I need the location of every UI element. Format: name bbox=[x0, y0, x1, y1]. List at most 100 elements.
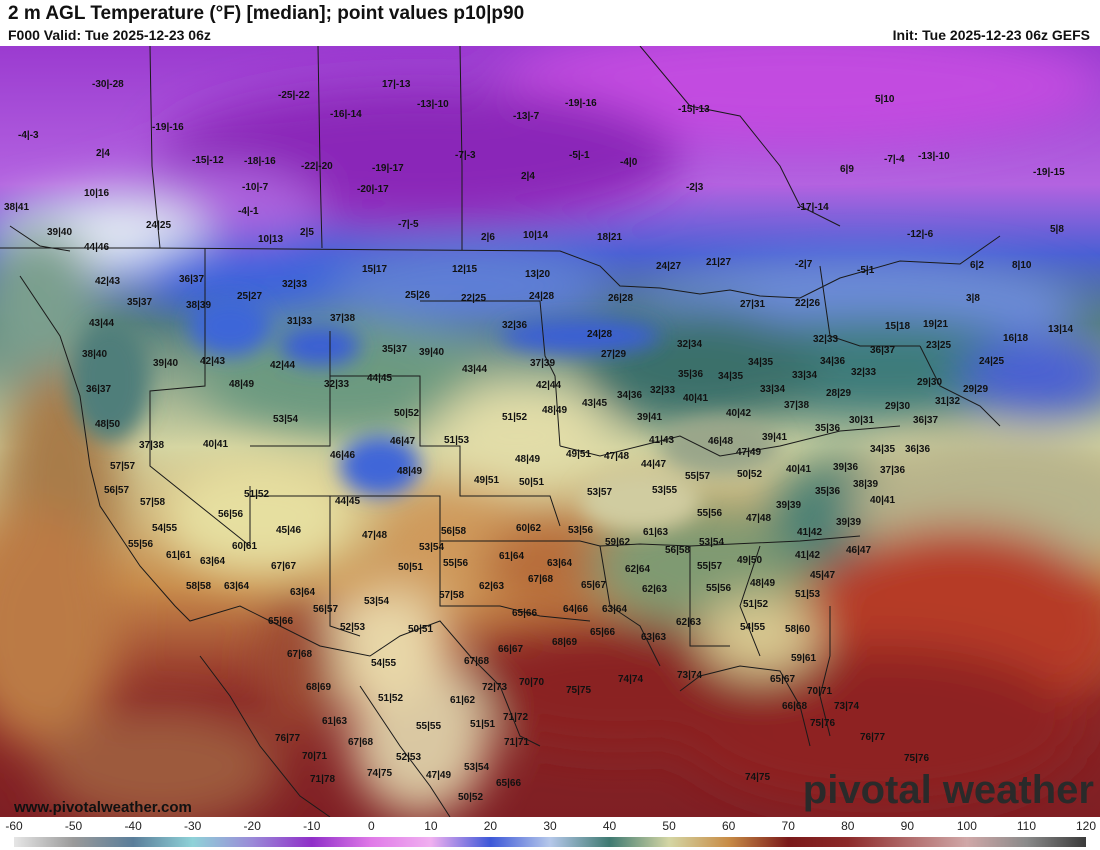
point-value: 3|8 bbox=[966, 293, 980, 304]
colorbar-tick: -40 bbox=[124, 819, 142, 833]
point-value: 39|41 bbox=[637, 412, 663, 423]
point-value: -7|-4 bbox=[884, 154, 905, 165]
point-value: 8|10 bbox=[1012, 260, 1032, 271]
point-value: 56|57 bbox=[104, 485, 130, 496]
point-value: 37|38 bbox=[784, 400, 810, 411]
point-value: 61|61 bbox=[166, 550, 192, 561]
point-value: 51|52 bbox=[244, 489, 270, 500]
point-value: 13|14 bbox=[1048, 324, 1074, 335]
point-value: 53|54 bbox=[364, 596, 390, 607]
point-value: 48|49 bbox=[750, 578, 776, 589]
point-value: 70|71 bbox=[807, 686, 833, 697]
point-value: 24|27 bbox=[656, 261, 682, 272]
point-value: 57|58 bbox=[439, 590, 465, 601]
point-value: 73|74 bbox=[677, 670, 703, 681]
point-value: 22|26 bbox=[795, 298, 821, 309]
point-value: 53|54 bbox=[273, 414, 299, 425]
point-value: 75|76 bbox=[810, 718, 836, 729]
point-value: 71|71 bbox=[504, 737, 530, 748]
point-value: 37|38 bbox=[330, 313, 356, 324]
point-value: -5|1 bbox=[857, 265, 875, 276]
point-value: 47|48 bbox=[746, 513, 772, 524]
point-value: 53|57 bbox=[587, 487, 613, 498]
point-value: 61|64 bbox=[499, 551, 525, 562]
borders bbox=[0, 46, 1001, 817]
point-value: -7|-3 bbox=[455, 150, 476, 161]
point-value: 76|77 bbox=[275, 733, 301, 744]
point-value: 50|52 bbox=[394, 408, 420, 419]
point-value: 25|26 bbox=[405, 290, 431, 301]
point-value: 66|68 bbox=[782, 701, 808, 712]
point-value: -19|-16 bbox=[565, 98, 597, 109]
point-value: 2|5 bbox=[300, 227, 314, 238]
point-value: 32|33 bbox=[813, 334, 839, 345]
point-value: 29|29 bbox=[963, 384, 989, 395]
point-value: 48|49 bbox=[542, 405, 568, 416]
point-value: 68|69 bbox=[306, 682, 332, 693]
point-value: 24|25 bbox=[979, 356, 1005, 367]
website-label: www.pivotalweather.com bbox=[14, 799, 192, 816]
point-value: 40|41 bbox=[870, 495, 896, 506]
point-value: 67|68 bbox=[528, 574, 554, 585]
point-value: 25|27 bbox=[237, 291, 263, 302]
point-value: 29|30 bbox=[885, 401, 911, 412]
point-value: 32|33 bbox=[324, 379, 350, 390]
point-value: 58|58 bbox=[186, 581, 212, 592]
point-value: -2|3 bbox=[686, 182, 704, 193]
point-value: 48|49 bbox=[515, 454, 541, 465]
point-value: 50|51 bbox=[519, 477, 545, 488]
point-value: 5|10 bbox=[875, 94, 895, 105]
colorbar-tick: 20 bbox=[483, 819, 498, 833]
point-value: 35|37 bbox=[127, 297, 153, 308]
point-value: 46|47 bbox=[390, 436, 416, 447]
point-value: 37|39 bbox=[530, 358, 556, 369]
colorbar-tick: 10 bbox=[424, 819, 438, 833]
point-value: 31|33 bbox=[287, 316, 313, 327]
point-value: 56|56 bbox=[218, 509, 244, 520]
point-value: 67|67 bbox=[271, 561, 297, 572]
point-value: -19|-17 bbox=[372, 163, 404, 174]
point-value: 35|36 bbox=[678, 369, 704, 380]
colorbar-tick: 90 bbox=[900, 819, 915, 833]
point-value: 70|70 bbox=[519, 677, 545, 688]
point-value: 65|66 bbox=[512, 608, 538, 619]
point-value: 63|63 bbox=[641, 632, 667, 643]
point-value: 49|51 bbox=[566, 449, 592, 460]
point-value: 55|56 bbox=[706, 583, 732, 594]
brand-logo: pivotal weather bbox=[802, 768, 1094, 812]
point-value: -13|-7 bbox=[513, 111, 540, 122]
point-value: 54|55 bbox=[371, 658, 397, 669]
point-value: 2|4 bbox=[96, 148, 110, 159]
point-value: 54|55 bbox=[740, 622, 766, 633]
point-value: 63|64 bbox=[224, 581, 250, 592]
point-value: -4|0 bbox=[620, 157, 638, 168]
point-value: 71|78 bbox=[310, 774, 336, 785]
point-value: 55|56 bbox=[697, 508, 723, 519]
point-value: 32|33 bbox=[650, 385, 676, 396]
point-value: 73|74 bbox=[834, 701, 860, 712]
colorbar-tick: -50 bbox=[64, 819, 83, 833]
point-value: 13|20 bbox=[525, 269, 551, 280]
point-value: 32|34 bbox=[677, 339, 703, 350]
point-value: 42|44 bbox=[270, 360, 296, 371]
point-value: 55|57 bbox=[697, 561, 723, 572]
point-value: -20|-17 bbox=[357, 184, 389, 195]
colorbar-tick: -30 bbox=[183, 819, 202, 833]
point-value: -30|-28 bbox=[92, 79, 124, 90]
point-value: 61|62 bbox=[450, 695, 476, 706]
point-value: 36|36 bbox=[905, 444, 931, 455]
point-value: 48|50 bbox=[95, 419, 121, 430]
point-value: 47|48 bbox=[604, 451, 630, 462]
point-value: 39|40 bbox=[153, 358, 179, 369]
point-value: 39|41 bbox=[762, 432, 788, 443]
point-value: 54|55 bbox=[152, 523, 178, 534]
point-value: -19|-15 bbox=[1033, 167, 1065, 178]
colorbar-tick: 30 bbox=[543, 819, 557, 833]
point-value: 35|36 bbox=[815, 486, 841, 497]
point-value: 62|64 bbox=[625, 564, 651, 575]
colorbar: -60 -50 -40 -30 -20 -10 0 10 20 30 40 50 60 70 80 90 100… bbox=[0, 817, 1100, 850]
point-value: 36|37 bbox=[913, 415, 939, 426]
valid-time: F000 Valid: Tue 2025-12-23 06z bbox=[8, 27, 211, 43]
colorbar-tick: 100 bbox=[956, 819, 977, 833]
point-value: -15|-13 bbox=[678, 104, 710, 115]
